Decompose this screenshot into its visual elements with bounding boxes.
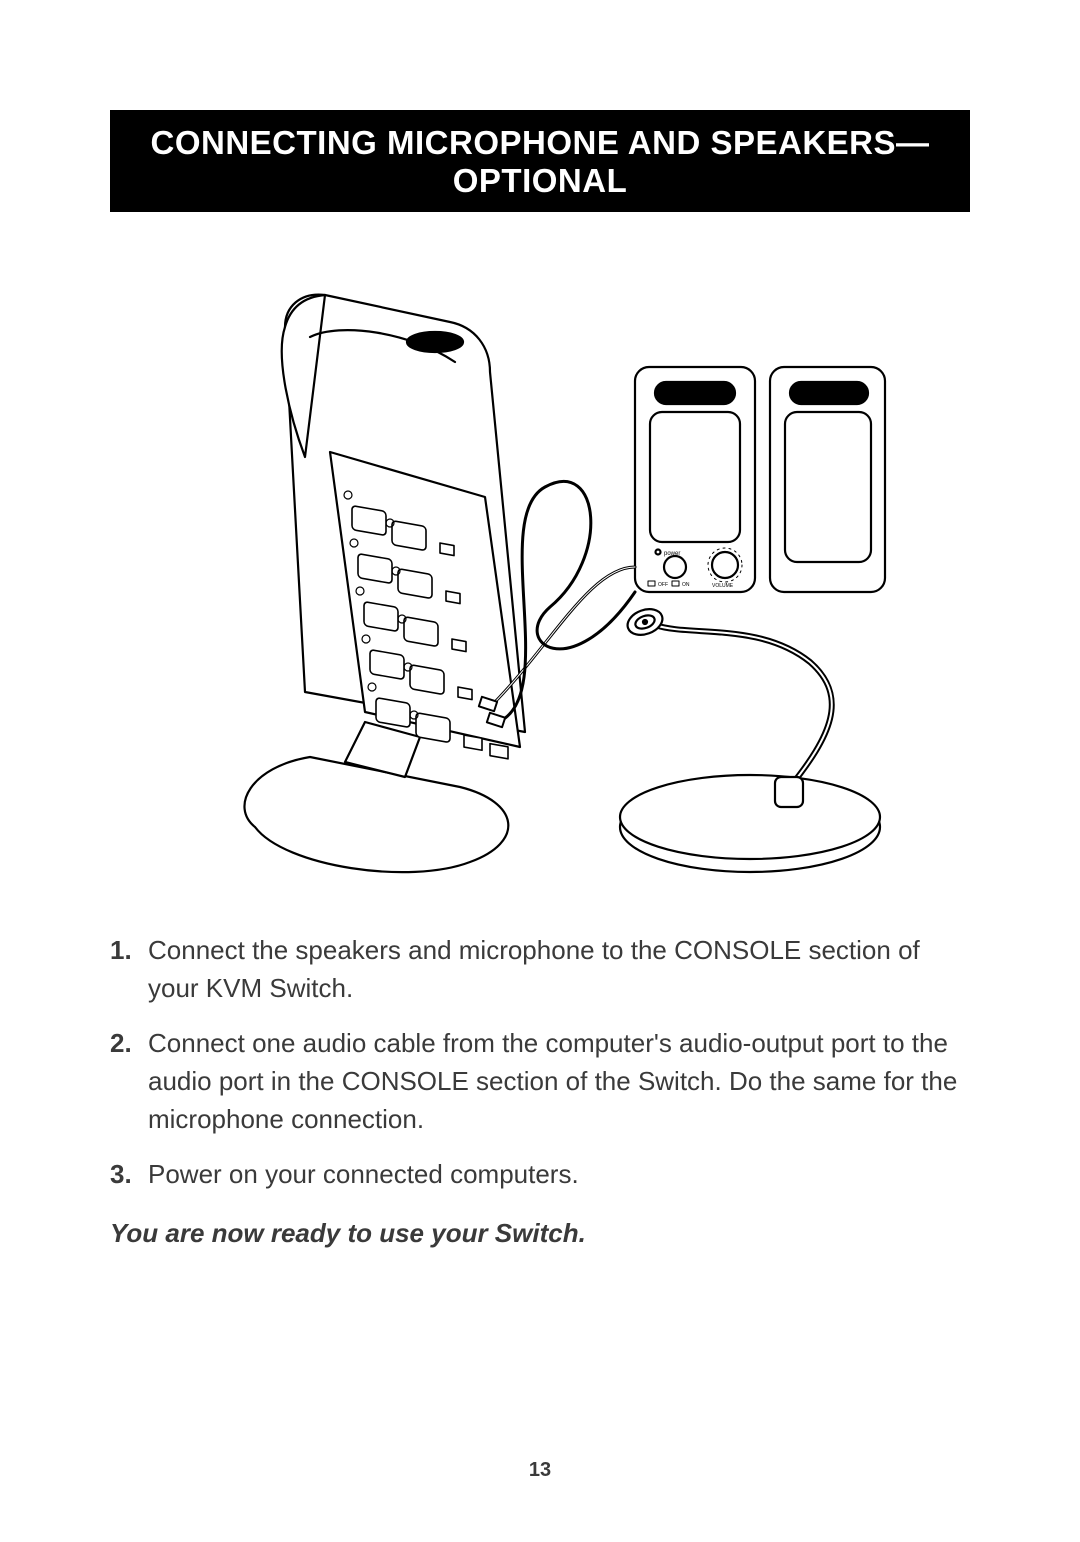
page-title: CONNECTING MICROPHONE AND SPEAKERS—OPTIO…	[110, 110, 970, 212]
step-item: 2. Connect one audio cable from the comp…	[110, 1025, 970, 1138]
step-item: 1. Connect the speakers and microphone t…	[110, 932, 970, 1007]
speakers-icon: power OFF ON VOLUME	[635, 367, 885, 592]
speaker-volume-label: VOLUME	[712, 583, 734, 589]
steps-list: 1. Connect the speakers and microphone t…	[110, 932, 970, 1212]
speaker-on-label: ON	[682, 582, 690, 588]
step-number: 2.	[110, 1025, 148, 1138]
speaker-off-label: OFF	[658, 582, 668, 588]
speaker-power-label: power	[664, 551, 680, 557]
connection-diagram: power OFF ON VOLUME	[190, 267, 890, 887]
step-text: Connect one audio cable from the compute…	[148, 1025, 970, 1138]
step-number: 1.	[110, 932, 148, 1007]
step-text: Power on your connected computers.	[148, 1156, 579, 1194]
microphone-icon	[620, 605, 880, 872]
step-text: Connect the speakers and microphone to t…	[148, 932, 970, 1007]
closing-statement: You are now ready to use your Switch.	[110, 1218, 970, 1249]
step-number: 3.	[110, 1156, 148, 1194]
page-root: CONNECTING MICROPHONE AND SPEAKERS—OPTIO…	[0, 0, 1080, 1542]
diagram-container: power OFF ON VOLUME	[110, 267, 970, 887]
step-item: 3. Power on your connected computers.	[110, 1156, 970, 1194]
page-number: 13	[0, 1459, 1080, 1482]
